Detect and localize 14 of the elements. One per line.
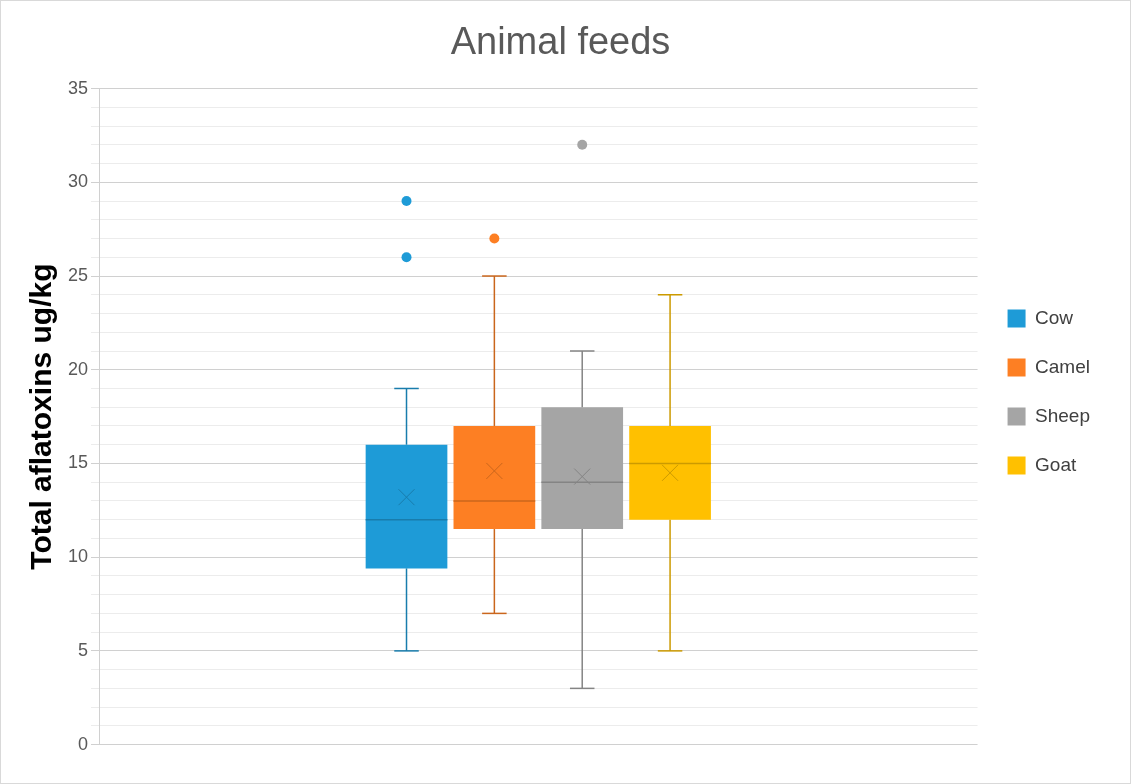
legend-label: Cow xyxy=(1035,306,1074,328)
y-tick-label: 25 xyxy=(67,265,89,285)
y-tick-label: 35 xyxy=(67,77,89,98)
y-axis-title: Total aflatoxins ug/kg xyxy=(24,263,58,570)
y-tick-label: 15 xyxy=(67,452,89,473)
legend-label: Camel xyxy=(1035,355,1090,377)
legend-label: Sheep xyxy=(1035,404,1091,426)
y-tick-label: 10 xyxy=(67,546,89,567)
y-tick-label: 30 xyxy=(67,171,89,192)
y-tick-label: 5 xyxy=(78,639,89,660)
y-tick-label: 20 xyxy=(67,358,89,379)
legend-label: Goat xyxy=(1035,453,1077,475)
chart-title: Animal feeds xyxy=(450,20,671,63)
y-tick-label: 0 xyxy=(78,733,89,754)
